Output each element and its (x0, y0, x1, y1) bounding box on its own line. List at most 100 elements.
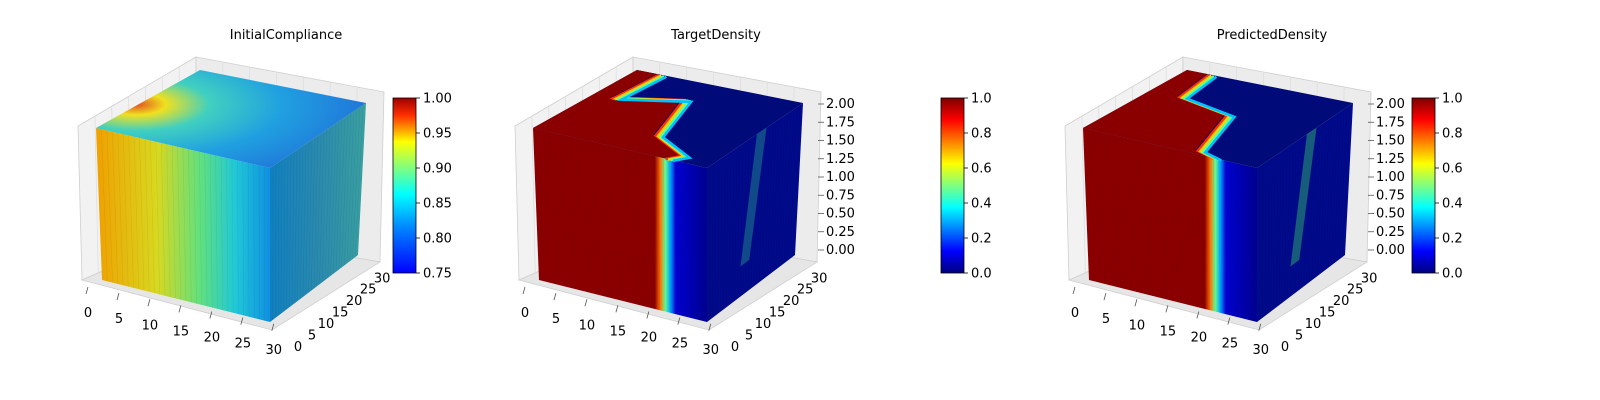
voxel-line (1191, 152, 1195, 307)
colorbar-tick-label: 0.8 (1442, 127, 1463, 142)
colorbar-tick-label: 0.75 (423, 267, 452, 282)
x-tick (85, 286, 89, 295)
voxel-line (1270, 157, 1273, 312)
voxel-line (1169, 147, 1174, 302)
z-tick-label: 1.00 (826, 170, 855, 185)
x-tick (1072, 286, 1076, 295)
z-tick-label: 0.00 (826, 243, 855, 258)
x-tick-label: 20 (641, 331, 658, 346)
colorbar-gradient (392, 97, 417, 274)
voxel-line (1234, 162, 1237, 317)
voxel-line (1131, 139, 1137, 292)
x-tick (1165, 305, 1169, 313)
panel-2-title: TargetDensity (670, 28, 761, 43)
colorbar-tick-label: 0.85 (423, 197, 452, 212)
voxel-line (791, 105, 801, 258)
voxel-line (1099, 131, 1106, 284)
density-solid-region (1083, 70, 1225, 158)
x-tick-label: 0 (1071, 306, 1079, 321)
voxel-line (1147, 142, 1153, 296)
colorbar-tick-label: 0.4 (1442, 197, 1463, 212)
z-tick-label: 0.50 (1376, 207, 1405, 222)
grid-line (94, 116, 99, 273)
voxel-line (327, 125, 334, 279)
x-tick-label: 20 (204, 331, 221, 346)
x-tick-label: 25 (235, 337, 252, 352)
voxel-line (302, 143, 307, 297)
voxel-line (1275, 153, 1279, 308)
y-tick-label: 20 (1333, 294, 1350, 309)
grid-line (531, 116, 536, 273)
voxel-line (778, 115, 786, 268)
x-tick-label: 10 (579, 318, 596, 333)
colorbar-tick-label: 0.8 (971, 127, 992, 142)
voxel-line (1264, 161, 1267, 316)
y-tick-label: 15 (332, 306, 349, 321)
voxel-line (1317, 123, 1324, 276)
voxel-line (614, 146, 619, 300)
voxel-line (538, 129, 545, 282)
x-tick (1227, 317, 1231, 325)
voxel-line (139, 137, 145, 291)
voxel-line (772, 119, 780, 272)
density-solid-region (533, 70, 682, 158)
voxel-line (122, 134, 129, 287)
colorbar-1: 0.75 0.80 0.85 0.90 0.95 1.00 (392, 92, 452, 282)
voxel-line (106, 130, 113, 283)
voxel-line (742, 141, 747, 295)
z-tick-label: 0.25 (1376, 225, 1405, 240)
voxel-line (160, 142, 166, 296)
z-tick-label: 1.50 (1376, 134, 1405, 149)
voxel-line (758, 129, 765, 283)
voxel-line (275, 163, 277, 318)
voxel-line (684, 162, 687, 317)
voxel-line (1126, 137, 1132, 291)
y-tick-label: 25 (1347, 283, 1364, 298)
z-tick-label: 1.00 (1376, 170, 1405, 185)
voxel-line (581, 139, 587, 292)
voxel-line (576, 137, 582, 291)
voxel-line (1186, 151, 1190, 305)
voxel-line (330, 123, 337, 276)
z-tick-label: 0.25 (826, 225, 855, 240)
voxel-line (305, 141, 310, 295)
z-tick-label: 0.00 (1376, 243, 1405, 258)
z-tick-label: 2.00 (1376, 97, 1405, 112)
density-strip (740, 127, 767, 267)
voxel-line (1120, 136, 1127, 290)
z-tick-label: 1.25 (826, 152, 855, 167)
voxel-line (242, 161, 245, 316)
x-tick-label: 0 (521, 306, 529, 321)
colorbar-tick-label: 0.0 (1442, 267, 1463, 282)
x-tick-label: 5 (552, 312, 560, 327)
x-tick-label: 30 (1253, 343, 1270, 358)
voxel-line (277, 161, 280, 316)
voxel-line (714, 161, 717, 316)
colorbar-tick-label: 0.6 (971, 162, 992, 177)
colorbar-tick-label: 0.2 (1442, 232, 1463, 247)
voxel-line (1137, 140, 1142, 294)
density-strip (1290, 127, 1317, 267)
x-tick-label: 15 (173, 324, 190, 339)
voxel-line (652, 155, 655, 309)
voxel-line (1319, 121, 1327, 274)
x-tick-label: 15 (610, 324, 627, 339)
voxel-line (321, 129, 328, 283)
voxel-line (1218, 159, 1221, 313)
z-tick-label: 1.50 (826, 134, 855, 149)
voxel-line (674, 160, 676, 315)
z-tick-label: 1.75 (826, 115, 855, 130)
panel-3-title: PredictedDensity (1217, 28, 1328, 43)
voxel-line (1180, 150, 1184, 304)
voxel-line (310, 137, 316, 291)
voxel-line (1240, 164, 1242, 319)
colorbar-tick-label: 0.2 (971, 232, 992, 247)
voxel-line (1284, 147, 1288, 302)
voxel-line (549, 131, 556, 284)
voxel-line (1142, 141, 1148, 295)
colorbar-tick-label: 1.0 (1442, 92, 1463, 107)
y-tick-label: 5 (308, 329, 316, 344)
colorbar-2: 0.0 0.2 0.4 0.6 0.8 1.0 (940, 92, 992, 282)
voxel-line (663, 157, 666, 312)
